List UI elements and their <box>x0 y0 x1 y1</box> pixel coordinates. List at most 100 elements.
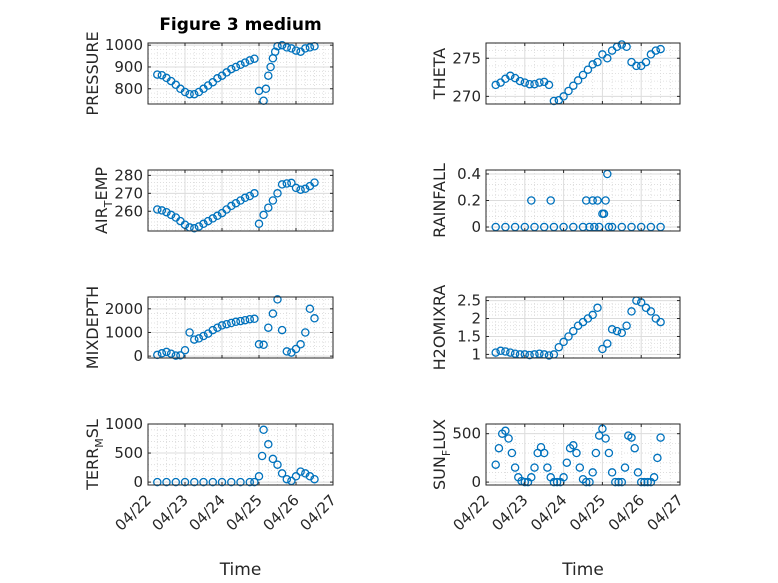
data-point <box>245 191 255 201</box>
data-point <box>617 328 627 338</box>
data-point <box>250 189 259 198</box>
data-point <box>607 325 617 334</box>
data-point <box>630 443 639 453</box>
data-point <box>583 65 593 74</box>
data-point <box>166 210 176 220</box>
data-point <box>494 443 504 453</box>
data-point <box>231 317 241 327</box>
x-tick-label: 04/25 <box>566 491 609 534</box>
data-point <box>653 453 662 463</box>
data-point <box>231 62 241 72</box>
x-tick-label: 04/22 <box>450 491 493 534</box>
data-point <box>572 448 581 458</box>
data-point <box>153 205 162 214</box>
data-point <box>257 451 267 461</box>
data-point <box>185 328 194 337</box>
data-point <box>651 46 661 55</box>
data-point <box>282 347 292 356</box>
data-point <box>506 348 515 357</box>
y-tick-label: 1 <box>471 345 481 363</box>
data-point <box>601 196 610 205</box>
data-point <box>543 463 552 472</box>
data-point <box>277 40 287 50</box>
data-point <box>581 196 591 205</box>
data-point <box>231 198 241 208</box>
data-point <box>259 210 268 220</box>
y-tick-label: 0 <box>471 218 481 236</box>
data-point <box>277 469 287 478</box>
data-point <box>641 57 651 67</box>
x-tick-label: 04/24 <box>186 491 229 534</box>
data-point <box>268 196 278 205</box>
data-point <box>559 337 568 347</box>
data-point <box>564 332 573 341</box>
data-point <box>268 454 278 464</box>
data-point <box>245 314 255 324</box>
data-point <box>603 339 612 348</box>
data-point <box>520 78 530 87</box>
data-point <box>277 325 287 335</box>
data-point <box>208 214 218 223</box>
data-point <box>627 433 636 442</box>
data-point <box>633 468 643 477</box>
data-point <box>190 477 199 487</box>
data-point <box>270 47 280 56</box>
y-axis-label: H2OMIXRA <box>430 285 449 371</box>
data-point <box>180 87 190 97</box>
data-point <box>559 473 568 482</box>
x-tick-label: 04/25 <box>223 491 266 534</box>
data-point <box>157 206 167 215</box>
data-point <box>199 219 208 229</box>
data-point <box>171 351 181 360</box>
x-tick-label: 04/22 <box>112 491 155 534</box>
data-point <box>656 433 665 442</box>
data-point <box>617 40 627 49</box>
data-point <box>552 477 562 487</box>
data-point <box>599 209 609 219</box>
data-point <box>507 448 517 458</box>
y-tick-label: 260 <box>114 202 143 220</box>
data-point <box>291 344 301 354</box>
data-point <box>190 335 199 344</box>
data-point <box>264 203 273 212</box>
data-point <box>593 57 602 67</box>
data-point <box>612 326 622 336</box>
subplot-6: 11.522.5 H2OMIXRA <box>430 285 681 371</box>
data-point <box>296 340 305 349</box>
y-axis-label: SUNFLUX <box>430 419 453 490</box>
data-point <box>569 326 578 336</box>
data-point <box>227 318 236 328</box>
data-point <box>254 340 264 349</box>
data-point <box>569 441 578 450</box>
data-point <box>491 460 500 469</box>
data-point <box>607 468 617 477</box>
data-point <box>282 474 292 484</box>
x-axis-label: Time <box>219 560 262 580</box>
data-point <box>236 196 245 205</box>
y-tick-label: 1000 <box>105 36 143 54</box>
y-tick-label: 0.4 <box>457 165 481 183</box>
data-point <box>575 463 585 472</box>
data-point <box>617 477 627 487</box>
data-point <box>520 477 530 487</box>
data-point <box>264 440 273 449</box>
data-point <box>203 216 213 226</box>
data-point <box>588 468 597 477</box>
data-point <box>296 467 305 476</box>
data-point <box>250 54 259 63</box>
y-tick-label: 0 <box>471 473 481 491</box>
y-tick-label: 800 <box>114 80 143 98</box>
subplot-4: 0 0.2 0.4 RAINFALL <box>430 163 681 238</box>
data-point <box>305 43 315 52</box>
data-point <box>601 434 610 443</box>
data-point <box>539 448 549 458</box>
data-point <box>268 309 278 318</box>
x-tick-label: 04/23 <box>149 491 192 534</box>
data-point <box>562 458 572 467</box>
data-point <box>222 319 231 329</box>
data-point <box>153 70 162 79</box>
y-tick-label: 500 <box>452 425 481 443</box>
y-tick-label: 1000 <box>105 323 143 341</box>
